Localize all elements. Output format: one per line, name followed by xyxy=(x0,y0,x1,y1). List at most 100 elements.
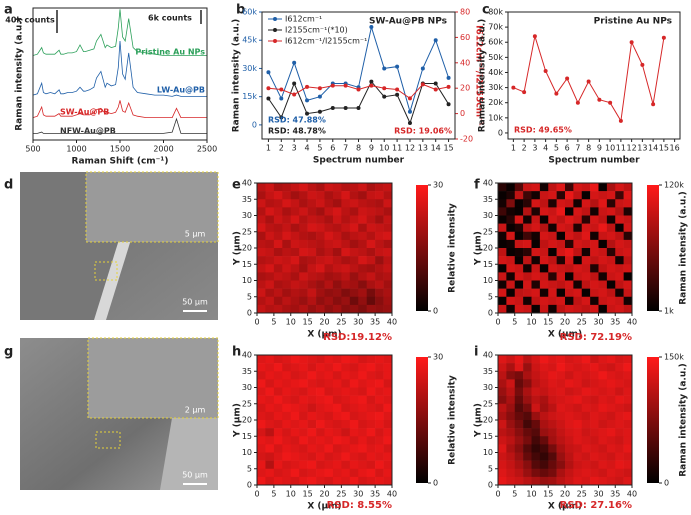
heatmap-cell xyxy=(341,460,351,470)
heatmap-cell xyxy=(290,280,300,289)
heatmap-cell xyxy=(581,272,591,281)
heatmap-cell xyxy=(324,436,334,445)
heatmap-cell xyxy=(623,272,633,281)
series-line xyxy=(33,117,207,134)
heatmap-cell xyxy=(514,468,524,478)
y-tick-label: 15 xyxy=(483,260,493,269)
x-tick-label: 0 xyxy=(495,490,500,499)
heatmap-cell xyxy=(556,304,566,314)
heatmap-cell xyxy=(581,436,591,445)
heatmap-cell xyxy=(383,256,393,265)
heatmap-cell xyxy=(366,460,376,470)
x-tick-label: 15 xyxy=(543,490,553,499)
heatmap-cell xyxy=(307,411,317,421)
heatmap-cell xyxy=(623,387,633,396)
x-tick-label: 30 xyxy=(593,490,603,499)
x-tick-label: 25 xyxy=(577,318,587,327)
heatmap-cell xyxy=(341,215,351,224)
heatmap-cell xyxy=(514,239,524,249)
heatmap-cell xyxy=(573,207,583,216)
heatmap-cell xyxy=(299,239,308,249)
heatmap-cell xyxy=(539,304,549,314)
heatmap-cell xyxy=(349,280,359,289)
x-tick-label: 2500 xyxy=(197,145,217,154)
heatmap-cell xyxy=(290,476,300,486)
heatmap-cell xyxy=(273,304,283,314)
heatmap-cell xyxy=(615,256,624,265)
x-tick-label: 11 xyxy=(616,144,626,153)
heatmap-cell xyxy=(581,355,591,364)
heatmap-cell xyxy=(265,452,275,461)
heatmap-cell xyxy=(332,239,342,249)
heatmap-cell xyxy=(556,363,566,372)
heatmap-cell xyxy=(282,183,292,192)
y-tick-label: 0 xyxy=(488,481,493,490)
heatmap-cell xyxy=(265,280,275,289)
heatmap-cell xyxy=(548,411,557,421)
heatmap-cell xyxy=(523,199,532,208)
heatmap-cell xyxy=(573,355,583,364)
panel-label: e xyxy=(232,178,241,193)
x-tick-label: 13 xyxy=(637,144,647,153)
heatmap-cell xyxy=(581,468,591,478)
heatmap-cell xyxy=(324,476,334,486)
heatmap-cell xyxy=(324,468,334,478)
heatmap-cell xyxy=(556,207,566,216)
y-tick-label: 30k xyxy=(488,83,503,92)
heatmap-cell xyxy=(606,296,616,306)
heatmap-cell xyxy=(514,272,524,281)
heatmap-cell xyxy=(590,191,599,200)
x-tick-label: 20 xyxy=(319,490,329,499)
heatmap-cell xyxy=(598,304,608,314)
heatmap-cell xyxy=(273,476,283,486)
heatmap-cell xyxy=(383,183,393,192)
x-tick-label: 1500 xyxy=(110,145,130,154)
heatmap-cell xyxy=(606,403,616,413)
heatmap-cell xyxy=(282,476,292,486)
heatmap-cell xyxy=(358,199,367,208)
heatmap-cell xyxy=(366,231,376,241)
heatmap-cell xyxy=(556,231,566,241)
heatmap-cell xyxy=(324,355,334,364)
heatmap-cell xyxy=(598,199,608,208)
x-tick-label: 11 xyxy=(392,144,402,153)
heatmap-cell xyxy=(316,379,325,388)
heatmap-cell xyxy=(282,288,292,298)
heatmap-cell xyxy=(349,231,359,241)
heatmap-cell xyxy=(290,468,300,478)
heatmap-cell xyxy=(366,207,376,216)
heatmap-cell xyxy=(316,411,325,421)
heatmap-cell xyxy=(282,452,292,461)
heatmap-cell xyxy=(316,403,325,413)
heatmap-cell xyxy=(282,296,292,306)
heatmap-cell xyxy=(290,304,300,314)
heatmap-cell xyxy=(332,199,342,208)
heatmap-cell xyxy=(606,476,616,486)
heatmap-cell xyxy=(498,231,507,241)
heatmap-cell xyxy=(573,239,583,249)
heatmap-cell xyxy=(615,296,624,306)
heatmap-cell xyxy=(514,411,524,421)
heatmap-cell xyxy=(539,231,549,241)
heatmap-cell xyxy=(324,444,334,453)
heatmap-cell xyxy=(366,199,376,208)
series-marker xyxy=(640,62,645,67)
heatmap-cell xyxy=(366,272,376,281)
heatmap-cell xyxy=(290,420,300,429)
heatmap-cell xyxy=(290,460,300,470)
x-tick-label: 14 xyxy=(431,144,441,153)
heatmap-cell xyxy=(273,231,283,241)
heatmap-cell xyxy=(316,272,325,281)
heatmap-cell xyxy=(299,411,308,421)
heatmap-cell xyxy=(332,403,342,413)
heatmap-cell xyxy=(556,223,566,233)
heatmap-cell xyxy=(273,296,283,306)
heatmap-cell xyxy=(548,231,557,241)
heatmap-cell xyxy=(316,191,325,200)
heatmap-cell xyxy=(581,248,591,257)
heatmap-cell xyxy=(548,444,557,453)
heatmap-cell xyxy=(556,371,566,380)
heatmap-cell xyxy=(556,280,566,289)
heatmap-cell xyxy=(598,288,608,298)
heatmap-cell xyxy=(590,452,599,461)
